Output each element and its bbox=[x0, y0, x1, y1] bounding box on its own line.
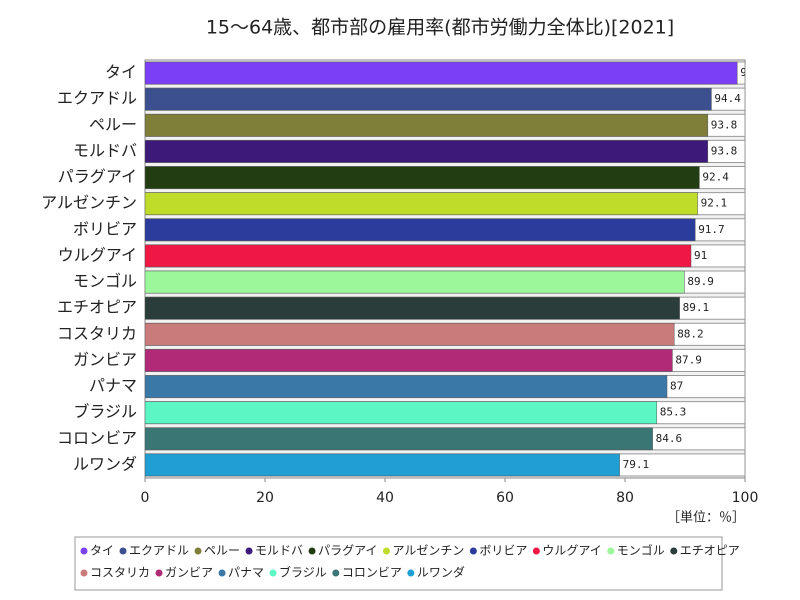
legend-label: ウルグアイ bbox=[542, 544, 601, 558]
y-tick-label: アルゼンチン bbox=[41, 193, 137, 212]
legend-label: ペルー bbox=[204, 544, 240, 558]
bar bbox=[145, 218, 696, 242]
legend-marker bbox=[80, 569, 88, 577]
unit-label: ［単位：％］ bbox=[667, 510, 745, 526]
y-tick-label: ウルグアイ bbox=[58, 245, 137, 264]
bar bbox=[145, 166, 700, 189]
x-tick-label: 20 bbox=[256, 490, 274, 506]
x-tick-label: 80 bbox=[616, 490, 634, 506]
legend-label: モンゴル bbox=[617, 543, 665, 558]
legend-label: パナマ bbox=[228, 566, 264, 580]
legend-marker bbox=[80, 547, 88, 555]
y-tick-label: ガンビア bbox=[73, 350, 137, 369]
bar bbox=[145, 244, 692, 268]
value-label: 93.8 bbox=[711, 118, 738, 131]
legend-label: ガンビア bbox=[165, 566, 213, 580]
legend-label: ルワンダ bbox=[417, 565, 465, 580]
legend-label: アルゼンチン bbox=[392, 544, 464, 558]
legend-label: タイ bbox=[90, 544, 114, 558]
bar bbox=[145, 323, 675, 346]
y-tick-label: コスタリカ bbox=[57, 324, 137, 343]
y-tick-label: モルドバ bbox=[73, 141, 137, 160]
y-tick-label: パラグアイ bbox=[58, 167, 137, 186]
bar bbox=[145, 453, 620, 477]
bar bbox=[145, 375, 668, 398]
legend-box bbox=[74, 536, 723, 591]
legend-label: モルドバ bbox=[255, 544, 303, 558]
legend-marker bbox=[670, 547, 678, 555]
value-label: 85.3 bbox=[660, 406, 687, 419]
value-label: 84.6 bbox=[656, 432, 683, 445]
value-label: 79.1 bbox=[623, 458, 650, 471]
bar bbox=[145, 349, 673, 372]
bar bbox=[145, 87, 712, 111]
legend-marker bbox=[155, 569, 163, 577]
y-tick-label: ボリビア bbox=[73, 219, 137, 238]
y-tick-label: エチオピア bbox=[57, 298, 137, 317]
chart-title: 15～64歳、都市部の雇用率(都市労働力全体比)[2021] bbox=[206, 17, 674, 39]
y-tick-label: パナマ bbox=[89, 376, 137, 395]
y-tick-label: モンゴル bbox=[73, 272, 137, 291]
value-label: 92.1 bbox=[701, 197, 728, 210]
legend-label: エチオピア bbox=[680, 544, 740, 558]
value-label: 87 bbox=[670, 380, 683, 393]
value-label: 94.4 bbox=[714, 92, 741, 105]
legend-label: パラグアイ bbox=[318, 544, 377, 558]
bar bbox=[145, 270, 685, 294]
legend-marker bbox=[194, 547, 202, 555]
value-label: 89.9 bbox=[687, 275, 714, 288]
bar bbox=[145, 427, 653, 451]
value-label: 89.1 bbox=[683, 301, 710, 314]
legend-label: コスタリカ bbox=[90, 566, 150, 580]
x-tick-label: 0 bbox=[141, 490, 150, 506]
legend-label: ブラジル bbox=[279, 565, 327, 580]
bar bbox=[145, 401, 658, 424]
legend-label: ボリビア bbox=[479, 544, 527, 558]
y-tick-label: エクアドル bbox=[57, 89, 137, 108]
legend-marker bbox=[269, 569, 277, 577]
legend-marker bbox=[382, 547, 390, 555]
plot-clip: 98.7 94.4 93.8 93.8 92.4 92.1 91.7 91 89.9 89.1 88… bbox=[145, 61, 767, 477]
x-tick-label: 60 bbox=[496, 490, 514, 506]
legend-marker bbox=[308, 547, 316, 555]
legend-label: コロンビア bbox=[342, 566, 402, 580]
bar bbox=[145, 114, 709, 137]
value-label: 88.2 bbox=[677, 327, 704, 340]
x-tick-label: 100 bbox=[732, 490, 759, 506]
bar bbox=[145, 61, 738, 85]
value-label: 87.9 bbox=[675, 353, 702, 366]
legend-marker bbox=[245, 547, 253, 555]
legend-marker bbox=[407, 569, 415, 577]
y-tick-label: ルワンダ bbox=[73, 454, 137, 473]
legend-marker bbox=[218, 569, 226, 577]
x-tick-label: 40 bbox=[376, 490, 394, 506]
bar bbox=[145, 192, 698, 215]
legend-marker bbox=[469, 547, 477, 555]
legend-marker bbox=[532, 547, 540, 555]
value-label: 91.7 bbox=[698, 223, 725, 236]
legend-marker bbox=[332, 569, 340, 577]
value-label: 91 bbox=[694, 249, 707, 262]
y-tick-label: ブラジル bbox=[73, 402, 137, 421]
bar bbox=[145, 140, 709, 163]
legend-label: エクアドル bbox=[129, 544, 189, 558]
value-label: 98.7 bbox=[740, 66, 767, 79]
legend-marker bbox=[119, 547, 127, 555]
bar bbox=[145, 296, 680, 320]
y-tick-label: コロンビア bbox=[57, 428, 137, 447]
y-tick-label: タイ bbox=[105, 63, 137, 82]
y-tick-label: ペルー bbox=[89, 115, 137, 134]
value-label: 92.4 bbox=[702, 171, 729, 184]
legend-marker bbox=[607, 547, 615, 555]
value-label: 93.8 bbox=[711, 144, 738, 157]
